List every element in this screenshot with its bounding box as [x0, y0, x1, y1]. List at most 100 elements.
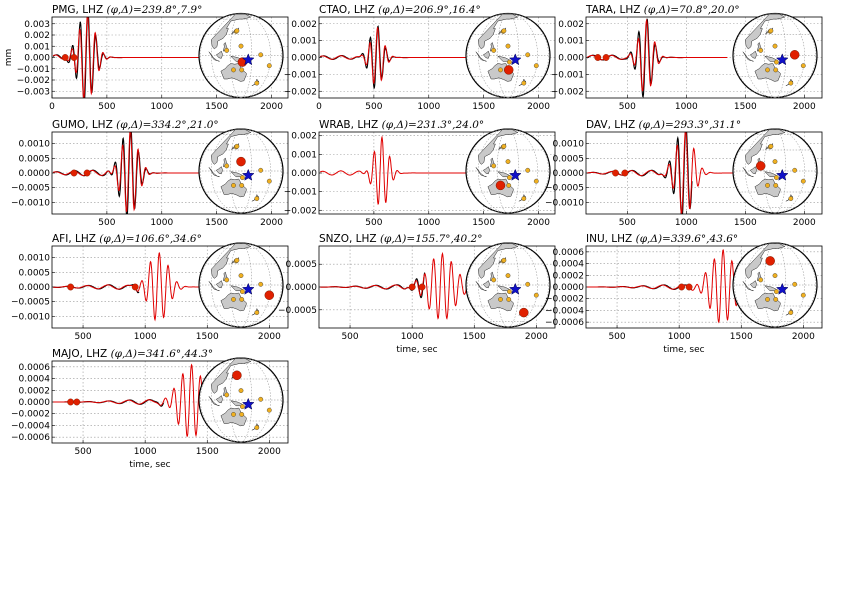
window-marker: [612, 169, 619, 177]
graticule-meridian: [240, 242, 282, 328]
active-station-marker: [755, 161, 766, 171]
title-phi: (φ,Δ)=341.6°: [111, 348, 182, 360]
station-marker: [772, 273, 778, 279]
x-tick-label: 1500: [196, 447, 219, 457]
panel-snzo: 500 1000 1500 2000 −0.0005 0.0000 0.0005 SNZO, …: [278, 233, 556, 355]
station-marker: [765, 67, 770, 73]
land-mass: [208, 281, 220, 292]
x-tick-label: 1500: [205, 102, 228, 112]
y-tick-label: −0.002: [284, 87, 317, 97]
land-mass: [754, 292, 781, 312]
title-station: CTAO, LHZ: [319, 4, 378, 16]
title-delta: ,21.0°: [187, 119, 219, 131]
graticule-meridian: [507, 13, 549, 98]
x-tick-label: 1000: [675, 102, 698, 112]
graticule-meridian: [734, 13, 776, 98]
land-mass: [749, 50, 757, 59]
y-tick-label: 0.000: [558, 54, 584, 64]
graticule-meridian: [507, 242, 549, 328]
panel-tara: 500 1000 1500 2000 −0.002 −0.001 0.000 0.001 0.0…: [551, 4, 823, 112]
map-globe: [198, 242, 284, 328]
event-star: [241, 397, 255, 410]
x-tick-label: 500: [74, 332, 91, 342]
panel-inu: 500 1000 1500 2000 −0.0006 −0.0004−0.0002 0.00…: [545, 233, 823, 355]
station-marker: [239, 404, 245, 409]
x-tick-label: 1500: [472, 218, 495, 228]
station-marker: [258, 52, 264, 58]
y-tick-label: 0.001: [291, 37, 317, 47]
graticule-meridian: [745, 128, 776, 214]
station-marker: [505, 273, 511, 279]
land-mass: [744, 243, 786, 279]
map-globe: [732, 242, 818, 328]
title-phi: (φ,Δ)=239.8°: [106, 4, 177, 16]
title-station: DAV, LHZ: [586, 119, 639, 131]
station-marker: [525, 167, 531, 173]
station-marker: [506, 182, 512, 188]
x-tick-label: 1500: [472, 102, 495, 112]
axes-frame: [585, 131, 823, 215]
land-mass: [208, 396, 220, 407]
panel-title: TARA, LHZ (φ,Δ)=70.8°,20.0°: [585, 4, 740, 16]
y-tick-label: 0.0005: [286, 260, 318, 270]
x-tick-label: 1000: [668, 332, 691, 342]
title-station: MAJO, LHZ: [52, 348, 111, 360]
station-marker: [788, 80, 794, 86]
station-marker: [491, 163, 497, 169]
station-marker: [800, 63, 806, 69]
title-delta: ,31.1°: [709, 119, 741, 131]
station-marker: [231, 67, 236, 73]
graticule-meridian: [478, 128, 509, 214]
x-tick-label: 1000: [675, 218, 698, 228]
y-tick-label: 0.001: [291, 150, 317, 160]
window-marker: [131, 283, 139, 291]
land-mass: [482, 280, 490, 289]
axes-frame: [318, 16, 556, 99]
graticule-meridian: [507, 242, 538, 328]
station-marker: [258, 396, 264, 402]
y-tick-label: −0.0005: [11, 184, 50, 194]
station-marker: [231, 411, 236, 417]
y-tick-label: −0.001: [284, 188, 317, 198]
station-marker: [266, 407, 272, 413]
active-station-marker: [236, 156, 246, 167]
y-tick-label: −0.002: [551, 87, 584, 97]
station-marker: [224, 392, 230, 398]
station-marker: [792, 167, 798, 173]
x-tick-label: 2000: [260, 218, 283, 228]
station-marker: [501, 143, 507, 149]
map-globe: [465, 242, 551, 328]
station-marker: [773, 59, 779, 65]
x-tick-label: 1000: [150, 102, 173, 112]
y-tick-label: −0.0010: [11, 198, 50, 208]
map-globe: [198, 357, 284, 443]
y-tick-label: 0.0000: [553, 283, 585, 293]
event-star: [508, 53, 522, 66]
x-tick-label: 2000: [260, 102, 283, 112]
x-tick-label: 500: [608, 332, 625, 342]
station-marker: [505, 159, 511, 165]
observed-trace: [320, 272, 426, 299]
y-tick-label: 0.0005: [19, 268, 51, 278]
land-mass: [208, 167, 220, 178]
y-tick-label: 0.0000: [286, 283, 318, 293]
y-tick-label: 0.0004: [19, 375, 51, 385]
y-tick-label: 0.000: [24, 54, 50, 64]
graticule-meridian: [734, 242, 776, 328]
y-tick-label: 0.0006: [19, 363, 51, 373]
graticule-meridian: [478, 242, 509, 328]
synthetic-trace: [52, 132, 200, 212]
graticule-meridian: [507, 128, 520, 214]
window-marker: [61, 54, 69, 61]
y-tick-label: 0.0006: [553, 248, 585, 258]
x-tick-label: 500: [365, 102, 382, 112]
station-marker: [239, 175, 245, 180]
graticule-meridian: [745, 242, 776, 328]
window-marker: [678, 283, 685, 291]
station-marker: [773, 296, 779, 302]
station-marker: [506, 59, 512, 65]
panel-gumo: 500 1000 1500 2000 −0.0010 −0.0005 0.0000 0.000…: [11, 119, 289, 228]
graticule-meridian: [467, 242, 509, 328]
station-marker: [266, 178, 272, 184]
x-tick-label: 1500: [734, 102, 757, 112]
